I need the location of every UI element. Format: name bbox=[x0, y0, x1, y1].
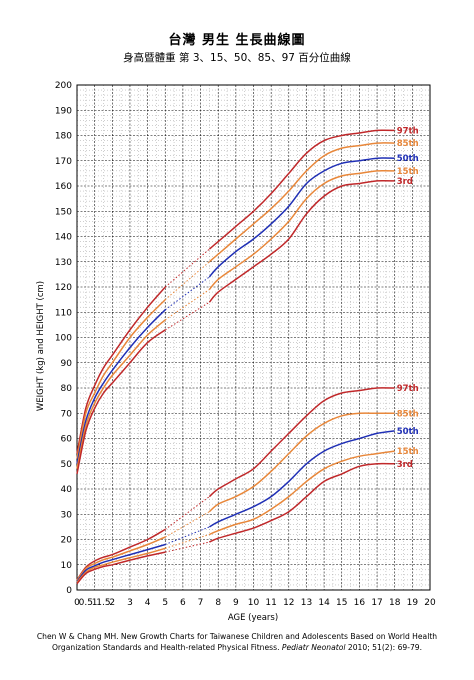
x-tick-label: 16 bbox=[354, 598, 366, 608]
x-tick-label: 1 bbox=[92, 598, 98, 608]
height-97th-curve-late bbox=[208, 129, 395, 250]
weight-97th-curve-early bbox=[76, 528, 166, 581]
y-tick-label: 160 bbox=[55, 182, 72, 192]
x-tick-label: 11 bbox=[265, 598, 276, 608]
citation-suffix: 2010; 51(2): 69-79. bbox=[347, 643, 423, 652]
weight-3rd-curve-bridge bbox=[165, 541, 210, 553]
height-85th-curve-early bbox=[76, 299, 166, 459]
axis-layer: 0102030405060708090100110120130140150160… bbox=[55, 81, 436, 608]
y-tick-label: 180 bbox=[55, 132, 72, 142]
x-tick-label: 14 bbox=[318, 598, 330, 608]
y-tick-label: 190 bbox=[55, 106, 72, 116]
y-tick-label: 50 bbox=[61, 460, 73, 470]
y-tick-label: 200 bbox=[55, 81, 72, 91]
chart-subtitle: 身高暨體重 第 3、15、50、85、97 百分位曲線 bbox=[123, 52, 351, 64]
height-15th-curve-early bbox=[76, 319, 166, 469]
x-tick-label: 5 bbox=[162, 598, 168, 608]
height-85th-label: 85th bbox=[397, 139, 419, 149]
y-tick-label: 170 bbox=[55, 157, 72, 167]
height-3rd-curve-early bbox=[76, 329, 166, 475]
y-tick-label: 40 bbox=[61, 485, 73, 495]
height-97th-curve-early bbox=[76, 286, 166, 454]
x-tick-label: 17 bbox=[371, 598, 382, 608]
height-15th-curve-late bbox=[208, 169, 395, 290]
x-tick-label: 20 bbox=[424, 598, 436, 608]
height-15th-label: 15th bbox=[397, 167, 419, 177]
x-tick-label: 12 bbox=[283, 598, 294, 608]
x-tick-label: 0.5 bbox=[79, 598, 93, 608]
y-tick-label: 150 bbox=[55, 207, 72, 217]
x-tick-label: 15 bbox=[336, 598, 347, 608]
y-tick-label: 60 bbox=[61, 435, 73, 445]
weight-50th-curve-early bbox=[76, 543, 166, 583]
height-3rd-curve-bridge bbox=[165, 301, 210, 331]
x-tick-label: 6 bbox=[180, 598, 186, 608]
height-50th-curve-early bbox=[76, 309, 166, 464]
height-50th-curve-late bbox=[208, 157, 395, 278]
height-97th-label: 97th bbox=[397, 126, 419, 136]
height-15th-curve-bridge bbox=[165, 289, 210, 321]
x-tick-label: 19 bbox=[407, 598, 419, 608]
x-tick-label: 3 bbox=[127, 598, 133, 608]
y-tick-label: 70 bbox=[61, 409, 73, 419]
weight-15th-curve-late bbox=[209, 450, 395, 536]
citation-prefix: Organization Standards and Health-relate… bbox=[51, 643, 280, 652]
x-tick-label: 8 bbox=[215, 598, 221, 608]
x-axis-label: AGE (years) bbox=[228, 613, 278, 623]
y-tick-label: 110 bbox=[55, 308, 72, 318]
weight-50th-curve-bridge bbox=[165, 526, 210, 545]
height-3rd-label: 3rd bbox=[397, 177, 413, 187]
weight-3rd-curve-early bbox=[76, 551, 166, 585]
weight-15th-curve-early bbox=[76, 547, 166, 583]
weight-85th-curve-early bbox=[76, 536, 166, 581]
y-tick-label: 30 bbox=[61, 510, 73, 520]
weight-85th-curve-late bbox=[208, 412, 395, 513]
weight-15th-curve-bridge bbox=[165, 534, 210, 549]
weight-97th-curve-late bbox=[208, 387, 395, 498]
height-85th-curve-bridge bbox=[164, 261, 210, 300]
weight-85th-label: 85th bbox=[397, 409, 419, 419]
weight-97th-label: 97th bbox=[397, 384, 419, 394]
x-tick-label: 18 bbox=[389, 598, 401, 608]
citation-line-2: Organization Standards and Health-relate… bbox=[20, 642, 454, 653]
x-tick-label: 2 bbox=[109, 598, 115, 608]
x-tick-label: 7 bbox=[198, 598, 204, 608]
x-tick-label: 0 bbox=[74, 598, 80, 608]
weight-3rd-curve-late bbox=[209, 462, 395, 543]
height-3rd-curve-late bbox=[208, 179, 395, 303]
y-tick-label: 0 bbox=[66, 586, 72, 596]
weight-85th-curve-bridge bbox=[165, 511, 210, 538]
citation-line-1: Chen W & Chang MH. New Growth Charts for… bbox=[36, 632, 438, 641]
y-tick-label: 20 bbox=[61, 536, 73, 546]
height-50th-curve-bridge bbox=[165, 276, 210, 311]
series-layer bbox=[76, 129, 395, 585]
x-tick-label: 9 bbox=[233, 598, 239, 608]
y-tick-label: 90 bbox=[61, 359, 73, 369]
chart-title: 台灣 男生 生長曲線圖 bbox=[168, 33, 306, 48]
weight-3rd-label: 3rd bbox=[397, 460, 413, 470]
y-tick-label: 120 bbox=[55, 283, 72, 293]
weight-50th-curve-late bbox=[208, 430, 395, 528]
x-tick-label: 4 bbox=[145, 598, 151, 608]
y-tick-label: 130 bbox=[55, 258, 72, 268]
weight-50th-label: 50th bbox=[397, 427, 419, 437]
y-tick-label: 10 bbox=[61, 561, 73, 571]
height-97th-curve-bridge bbox=[164, 248, 210, 288]
height-85th-curve-late bbox=[208, 142, 395, 263]
citation: Chen W & Chang MH. New Growth Charts for… bbox=[20, 631, 454, 653]
height-50th-label: 50th bbox=[397, 154, 419, 164]
y-tick-label: 140 bbox=[55, 233, 72, 243]
x-tick-label: 10 bbox=[248, 598, 260, 608]
x-tick-label: 13 bbox=[301, 598, 312, 608]
plot-frame bbox=[76, 84, 431, 591]
citation-journal: Pediatr Neonatol bbox=[281, 643, 346, 652]
y-tick-label: 100 bbox=[55, 334, 72, 344]
x-tick-label: 1.5 bbox=[96, 598, 110, 608]
y-axis-label: WEIGHT (kg) and HEIGHT (cm) bbox=[36, 281, 46, 411]
y-tick-label: 80 bbox=[61, 384, 73, 394]
weight-15th-label: 15th bbox=[397, 447, 419, 457]
